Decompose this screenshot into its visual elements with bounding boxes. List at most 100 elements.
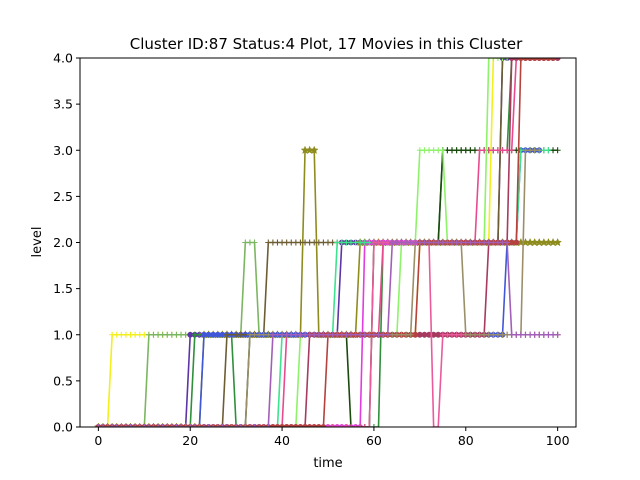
data-point — [164, 424, 171, 427]
data-point — [233, 424, 240, 427]
data-point — [251, 424, 258, 427]
y-tick-label: 1.0 — [53, 327, 73, 342]
series-line — [98, 149, 549, 427]
data-point — [361, 424, 368, 427]
x-tick-label: 20 — [182, 433, 198, 448]
data-point — [242, 424, 249, 427]
data-point — [95, 424, 102, 427]
data-point — [132, 424, 139, 427]
data-point — [104, 424, 111, 427]
data-point — [228, 424, 235, 427]
data-point — [214, 424, 221, 427]
series-line — [98, 149, 540, 427]
data-point — [150, 424, 157, 427]
data-point — [118, 424, 125, 427]
data-point — [210, 424, 217, 427]
data-point — [494, 58, 501, 61]
series-line — [98, 149, 540, 427]
series-5 — [95, 147, 543, 427]
data-point — [490, 58, 497, 61]
data-point — [504, 58, 511, 61]
data-point — [141, 424, 148, 427]
data-point — [347, 424, 354, 427]
data-point — [554, 147, 561, 154]
data-point — [536, 147, 543, 154]
y-tick-label: 1.5 — [53, 281, 73, 296]
data-point — [553, 237, 563, 247]
data-point — [122, 424, 129, 427]
plot-area — [93, 58, 563, 427]
y-tick-label: 2.5 — [53, 189, 73, 204]
data-point — [513, 239, 520, 246]
data-point — [325, 424, 331, 427]
y-tick-label: 0.5 — [53, 373, 73, 388]
data-point — [343, 424, 350, 427]
data-point — [260, 424, 267, 427]
data-point — [357, 424, 364, 427]
series-15 — [95, 147, 543, 427]
data-point — [375, 424, 382, 427]
chart-title: Cluster ID:87 Status:4 Plot, 17 Movies i… — [130, 35, 523, 53]
data-point — [384, 331, 391, 338]
data-point — [182, 424, 189, 427]
y-tick-label: 4.0 — [53, 51, 73, 66]
data-point — [430, 424, 437, 427]
data-point — [136, 424, 143, 427]
y-tick-label: 3.5 — [53, 97, 73, 112]
data-point — [99, 424, 106, 427]
y-axis-label: level — [30, 227, 45, 258]
data-point — [370, 424, 377, 427]
data-point — [187, 424, 194, 427]
data-point — [113, 424, 120, 427]
x-axis: 0 20 40 60 80 100 — [94, 427, 570, 448]
data-point — [435, 424, 442, 427]
y-tick-label: 0.0 — [53, 420, 73, 435]
data-point — [265, 424, 272, 427]
x-tick-label: 60 — [366, 433, 382, 448]
data-point — [191, 424, 198, 427]
series-4 — [93, 145, 563, 427]
series-16 — [95, 239, 561, 427]
data-point — [338, 424, 345, 427]
data-point — [366, 424, 373, 427]
y-axis: 0.0 0.5 1.0 1.5 2.0 2.5 3.0 3.5 4.0 — [53, 51, 80, 435]
data-point — [251, 239, 258, 246]
data-point — [334, 424, 341, 427]
data-point — [329, 424, 336, 427]
data-point — [439, 147, 446, 154]
data-point — [309, 145, 319, 155]
data-point — [109, 424, 116, 427]
x-tick-label: 80 — [458, 433, 474, 448]
data-point — [499, 58, 506, 61]
data-point — [219, 424, 226, 427]
data-point — [159, 424, 166, 427]
data-point — [256, 424, 263, 427]
data-point — [145, 424, 152, 427]
data-point — [504, 239, 511, 246]
series-9 — [95, 147, 552, 427]
x-tick-label: 100 — [546, 433, 570, 448]
data-point — [554, 331, 561, 338]
data-point — [246, 424, 253, 427]
data-point — [127, 424, 134, 427]
data-point — [196, 424, 203, 427]
x-axis-label: time — [313, 456, 342, 471]
data-point — [155, 424, 162, 427]
data-point — [223, 424, 230, 427]
data-point — [168, 424, 175, 427]
data-point — [407, 331, 414, 338]
series-line — [98, 149, 558, 427]
data-point — [352, 424, 359, 427]
data-point — [178, 424, 185, 427]
x-tick-label: 0 — [94, 433, 102, 448]
series-line — [98, 149, 558, 427]
series-layer — [93, 58, 563, 427]
y-tick-label: 2.0 — [53, 235, 73, 250]
data-point — [205, 424, 212, 427]
x-tick-label: 40 — [274, 433, 290, 448]
data-point — [545, 147, 552, 154]
data-point — [173, 424, 180, 427]
data-point — [201, 424, 207, 427]
data-point — [485, 58, 492, 61]
